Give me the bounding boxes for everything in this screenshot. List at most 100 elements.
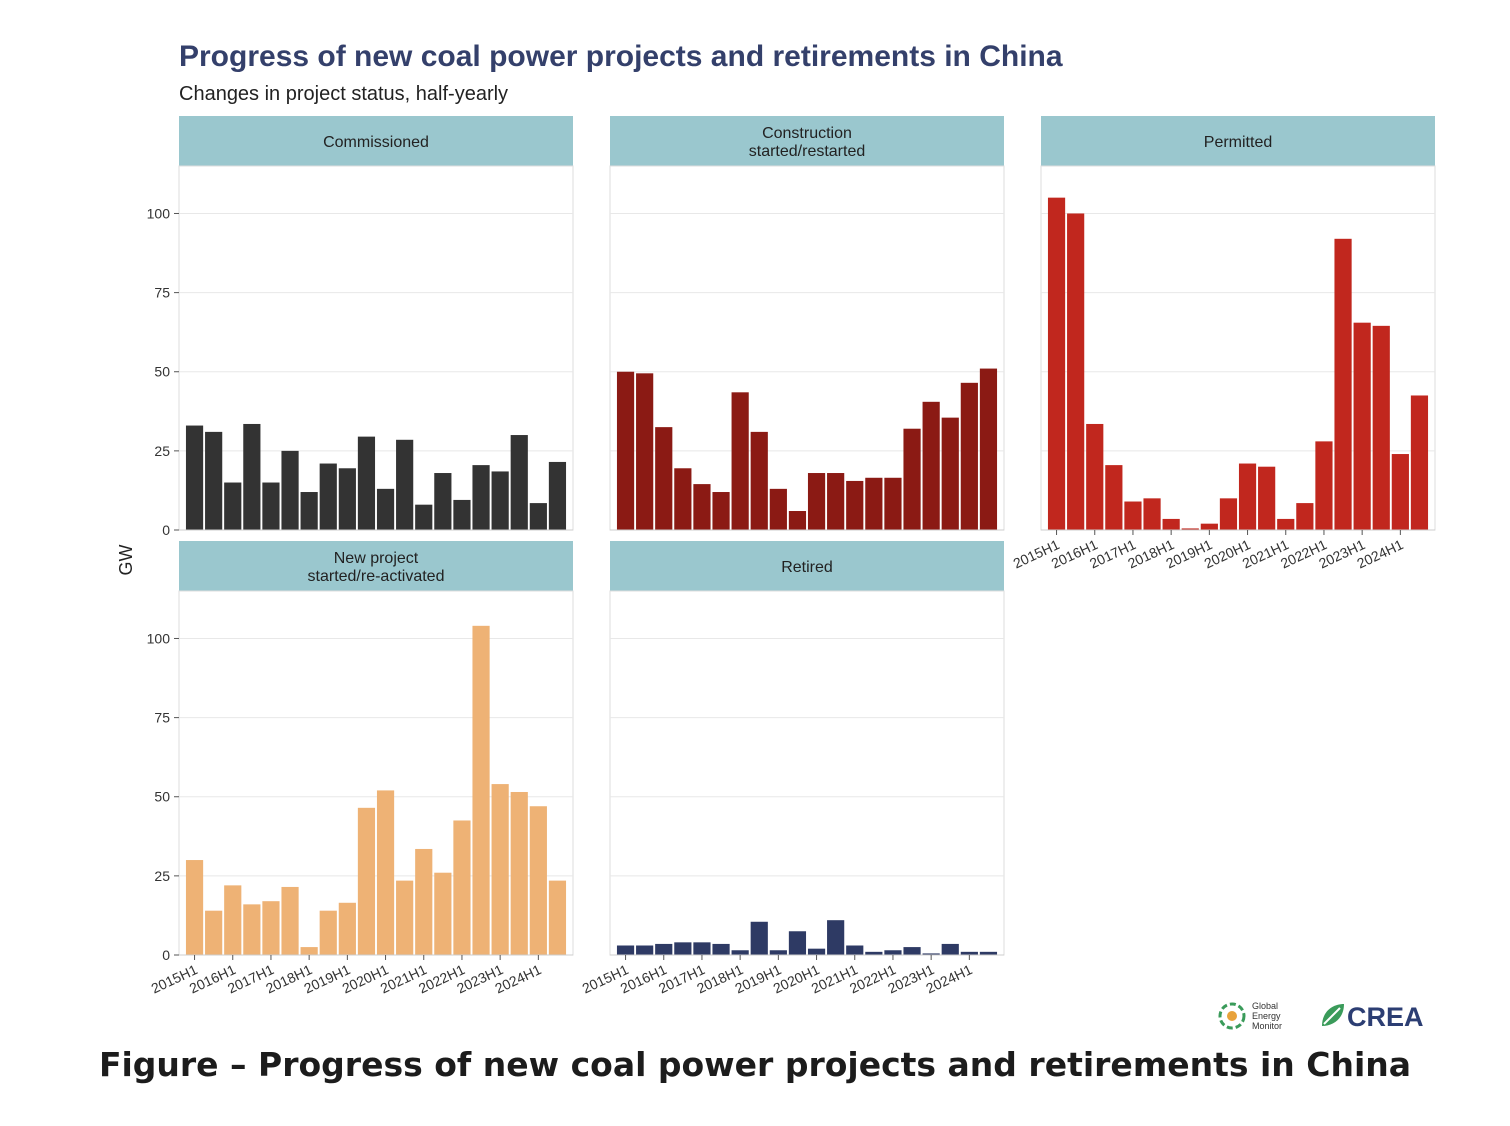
bar — [846, 480, 864, 530]
panel-strip — [1041, 116, 1435, 166]
bar — [205, 910, 223, 955]
bar — [827, 473, 845, 530]
bar — [750, 431, 768, 530]
bar — [693, 484, 711, 530]
bar — [529, 503, 547, 530]
bar — [903, 947, 921, 955]
bar — [1238, 463, 1257, 530]
bar — [1105, 465, 1123, 530]
bar — [827, 920, 845, 955]
bar — [472, 625, 490, 955]
bar — [1086, 423, 1104, 530]
bar — [636, 945, 654, 955]
bar — [510, 791, 528, 955]
y-tick-label: 25 — [154, 443, 170, 459]
y-tick-label: 0 — [162, 522, 170, 538]
bar — [224, 482, 242, 530]
bar — [616, 371, 635, 530]
bar — [1219, 498, 1238, 530]
bar — [807, 948, 826, 955]
bar — [243, 904, 261, 955]
bar — [357, 436, 376, 530]
panel-strip-label: started/restarted — [749, 143, 866, 160]
y-tick-label: 100 — [147, 630, 171, 646]
bar — [434, 872, 452, 955]
bar — [1315, 441, 1333, 530]
panel-commissioned: Commissioned — [178, 116, 574, 531]
bar — [922, 953, 940, 955]
bar — [185, 860, 204, 955]
bar — [731, 950, 749, 955]
bar — [979, 368, 998, 530]
bar — [807, 473, 826, 530]
panel-strip-label: Permitted — [1204, 134, 1272, 151]
bar — [376, 790, 395, 955]
bar — [1067, 213, 1085, 530]
bar — [655, 943, 673, 955]
bar — [338, 468, 356, 530]
bar — [376, 488, 395, 530]
bar — [1334, 238, 1352, 531]
bar — [548, 880, 567, 955]
bar — [281, 450, 299, 530]
bar — [674, 468, 692, 530]
gem-logo-line-1: Global — [1252, 1001, 1278, 1011]
bar — [281, 886, 299, 955]
chart-subtitle: Changes in project status, half-yearly — [179, 83, 509, 105]
bar — [922, 401, 940, 530]
bar — [712, 943, 730, 955]
y-tick-label: 0 — [162, 947, 170, 963]
panel-strip-label: New project — [334, 550, 419, 567]
crea-leaf-vein — [1323, 1007, 1341, 1025]
bar — [1047, 197, 1066, 531]
bar — [655, 427, 673, 530]
bar — [529, 806, 547, 955]
faceted-bar-chart: Commissioned Constructionstarted/restarte… — [116, 116, 1436, 1032]
panel-strip-label: Construction — [762, 125, 852, 142]
bar — [1296, 503, 1314, 530]
panel-permitted: Permitted — [1040, 116, 1436, 531]
crea-logo: CREA — [1322, 1002, 1424, 1032]
crea-logo-text: CREA — [1347, 1002, 1424, 1032]
bar — [357, 807, 376, 955]
y-tick-label: 75 — [154, 710, 170, 726]
bar — [1277, 518, 1295, 530]
bar — [616, 945, 635, 955]
panel-strip-label: Commissioned — [323, 134, 429, 151]
bar — [731, 392, 749, 530]
bar — [319, 910, 337, 955]
panel-plot-area — [609, 590, 1005, 956]
bar — [636, 373, 654, 530]
panel-strip — [179, 116, 573, 166]
bar — [1200, 523, 1218, 530]
bar — [865, 477, 883, 530]
bar — [1372, 325, 1390, 530]
bar — [185, 425, 204, 530]
bar — [769, 950, 787, 955]
bar — [415, 504, 433, 530]
bar — [1258, 466, 1276, 530]
bar — [396, 880, 414, 955]
bar — [903, 428, 921, 530]
bar — [941, 417, 959, 530]
figure-caption: Figure – Progress of new coal power proj… — [98, 1045, 1412, 1084]
bar — [884, 477, 902, 530]
panel-retired: Retired — [609, 541, 1005, 956]
bar — [750, 921, 768, 955]
y-tick-label: 50 — [154, 789, 170, 805]
panel-strip-label: Retired — [781, 559, 833, 576]
y-tick-label: 100 — [147, 205, 171, 221]
panel-strip-label: started/re-activated — [308, 568, 445, 585]
bar — [205, 431, 223, 530]
bar — [243, 423, 261, 530]
chart-panels: Commissioned Constructionstarted/restarte… — [178, 116, 1436, 956]
bar — [300, 492, 318, 530]
panel-strip — [179, 541, 573, 591]
bar — [434, 473, 452, 530]
y-tick-label: 50 — [154, 364, 170, 380]
bar — [846, 945, 864, 955]
bar — [1181, 528, 1199, 530]
bar — [338, 902, 356, 955]
